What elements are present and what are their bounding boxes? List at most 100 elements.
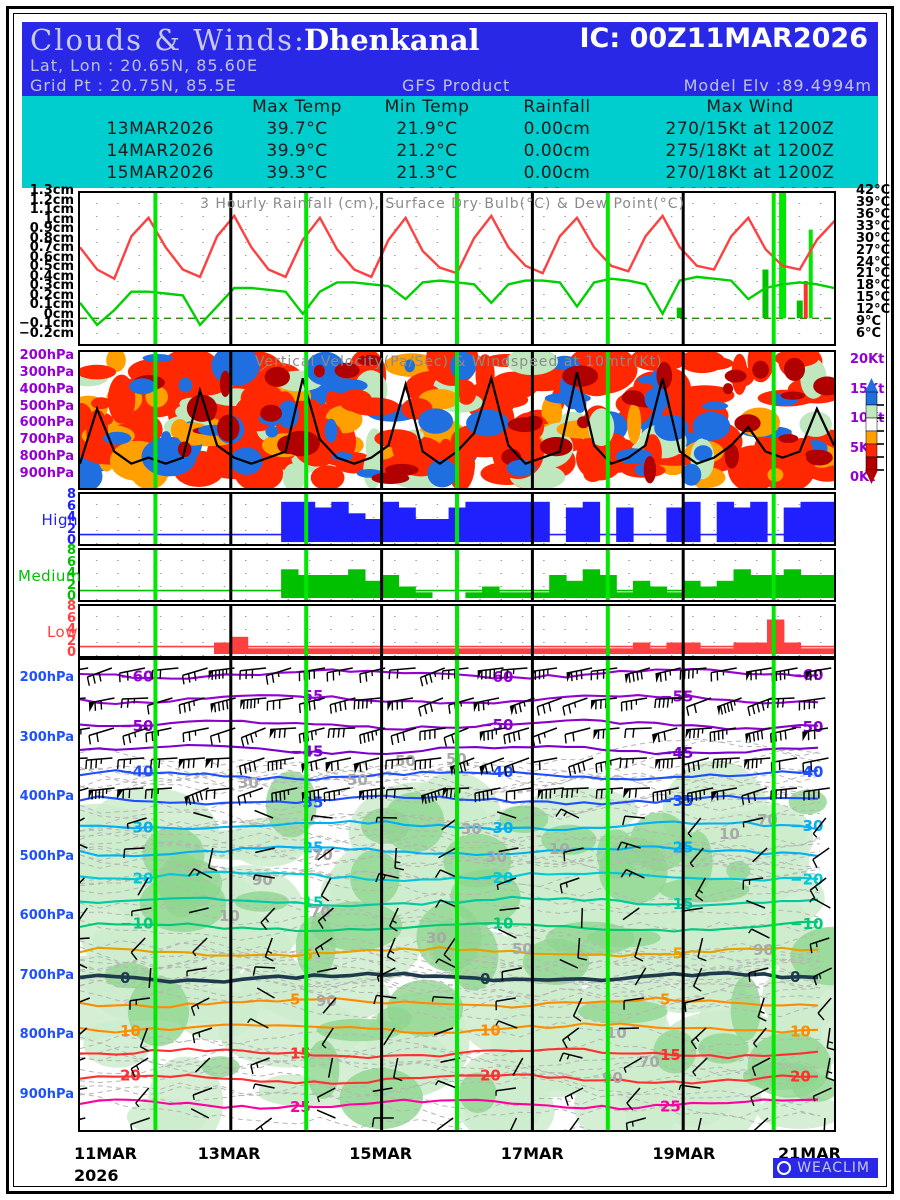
x-axis-tick-label: 11MAR [74, 1144, 137, 1163]
rain-tick-label: 0.9cm [29, 221, 74, 237]
rain-tick-label: 0.6cm [29, 249, 74, 265]
wind-barb [116, 787, 144, 800]
isotherm-label: −15 [660, 895, 693, 913]
wind-barb [435, 958, 457, 969]
wind-barb [711, 787, 737, 802]
main-pressure-tick: 900hPa [19, 1087, 74, 1102]
cloud-tick-label: 6 [66, 554, 76, 570]
temp-tick-label: 27°C [856, 242, 891, 258]
summary-table: Max Temp Min Temp Rainfall Max Wind 13MA… [22, 96, 878, 188]
wind-barb [120, 697, 149, 709]
wind-barb [697, 1117, 702, 1130]
humidity-label: 30 [486, 848, 507, 866]
wind-barb [431, 995, 454, 1002]
wind-barb [269, 727, 297, 739]
wind-barb [130, 1117, 150, 1130]
main-pressure-tick: 500hPa [19, 848, 74, 864]
wind-barb [383, 1027, 396, 1046]
wind-barb [503, 757, 530, 776]
wind-barb [310, 814, 333, 821]
wind-barb [435, 1080, 457, 1089]
vv-colorbar-svg [865, 378, 884, 484]
wind-barb [80, 844, 88, 849]
wind-barb [748, 967, 769, 982]
wind-barb [148, 967, 152, 988]
copyright-ring-icon [777, 1161, 792, 1175]
wind-barb [826, 1027, 834, 1051]
wind-barb [742, 877, 764, 890]
wind-barb [624, 667, 651, 684]
wind-barb [126, 817, 147, 829]
cloud-tick-label: 4 [66, 566, 76, 581]
wind-barb [387, 697, 414, 712]
wind-barb [498, 847, 519, 853]
cloud-low-bars [80, 606, 834, 656]
wind-barb [825, 1057, 834, 1082]
humidity-label: 50 [347, 771, 368, 789]
wind-barb [255, 847, 275, 854]
wind-barb [80, 1117, 86, 1120]
isotherm-label: −40 [120, 763, 153, 781]
wind-barb [620, 868, 645, 879]
temp-tick-label: 21°C [856, 266, 891, 282]
wind-barb [634, 937, 644, 962]
upper-air-contours: −60−60−60−55−55−50−50−50−45−45−40−40−40−… [80, 660, 834, 1130]
cloud-high-bars [80, 494, 834, 544]
wind-barb [80, 877, 85, 884]
wind-barb [371, 1117, 394, 1127]
wind-barb [192, 1027, 213, 1044]
vv-pressure-tick: 600hPa [19, 415, 74, 431]
humidity-label: 50 [512, 940, 533, 958]
wind-barb [566, 667, 593, 683]
cloud-tick-label: 0 [66, 589, 76, 604]
wind-barb [697, 937, 707, 962]
wind-barb [500, 667, 528, 680]
cell-date: 15MAR2026 [106, 163, 214, 183]
cloud-layer-name-low: Low [46, 623, 78, 641]
cell-min_temp: 21.9°C [396, 119, 458, 139]
wind-barb [80, 667, 89, 671]
rain-tick-label: 0cm [43, 306, 74, 322]
rain-tick-label: 1.3cm [29, 183, 74, 198]
wind-barb [327, 727, 356, 738]
table-row: 15MAR2026 39.3°C 21.3°C 0.00cm 270/18Kt at 1… [22, 162, 878, 184]
rain-tick-label: 0.7cm [29, 240, 74, 256]
isotherm-label: 0 [790, 968, 800, 986]
station-name: Dhenkanal [304, 23, 480, 57]
wind-barb [710, 667, 737, 682]
wind-barb [745, 667, 772, 682]
cloud-tick-label: 2 [66, 577, 76, 593]
rainfall-temp-plot: 3 Hourly Rainfall (cm), Surface Dry Bulb… [78, 191, 836, 346]
vertical-velocity-field [80, 352, 834, 488]
model-elevation-label: Model Elv :89.4994m [683, 76, 872, 95]
wind-barb [205, 787, 233, 800]
wind-barb [623, 787, 651, 799]
wind-barb [327, 1057, 334, 1078]
wind-barb [752, 1027, 767, 1048]
wind-barb [686, 697, 712, 716]
cloud-tick-label: 2 [66, 633, 76, 649]
main-pressure-axis-labels: 200hPa 300hPa 400hPa 500hPa 600hPa 700hPa 800h… [18, 652, 80, 1138]
cell-date: 14MAR2026 [106, 141, 214, 161]
wind-barb [712, 757, 740, 769]
wind-barb [802, 757, 829, 773]
wind-barb [559, 958, 579, 969]
main-pressure-tick: 200hPa [19, 670, 74, 685]
wind-barb [240, 697, 267, 710]
cell-rainfall: 0.00cm [523, 163, 591, 183]
wind-barb [817, 997, 832, 1021]
isotherm-label: 0 [480, 970, 490, 988]
isotherm-label: 10 [120, 1022, 141, 1040]
wind-barb [809, 897, 831, 909]
wind-barb [186, 967, 207, 977]
cloud-high-plot [78, 492, 836, 546]
cell-max_wind: 280/17Kt at 0900Z [622, 184, 878, 188]
wind-barb [146, 697, 173, 715]
cloud-medium-bars [80, 550, 834, 600]
rain-tick-label: 0.1cm [29, 297, 74, 313]
isotherm-label: −20 [480, 869, 513, 887]
rain-tick-label: 0.4cm [29, 268, 74, 284]
wind-barb [496, 811, 517, 819]
wind-barb [250, 1057, 270, 1075]
